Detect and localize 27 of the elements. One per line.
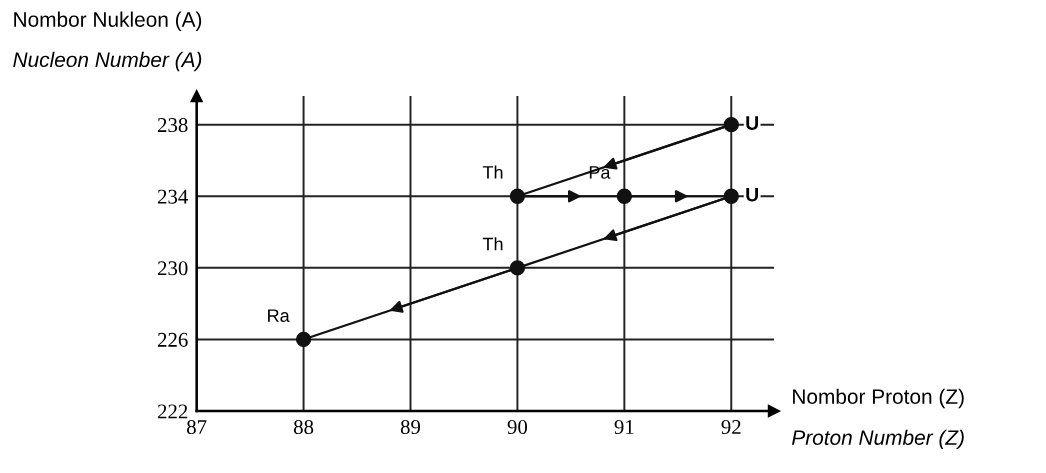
x-axis-title: Nombor Proton (Z)	[793, 388, 964, 409]
annotation: U	[746, 187, 759, 202]
text: Proton Number (Z)	[792, 429, 964, 450]
x-tick-label: 89	[400, 419, 421, 435]
point	[723, 188, 739, 204]
y-tick-label: 230	[157, 261, 188, 276]
point	[295, 331, 312, 348]
y-tick-label: 238	[157, 118, 188, 133]
annotation: Ra	[268, 309, 290, 322]
y-axis-title: Nombor Nukleon (A)	[14, 11, 202, 31]
annotation: Th	[482, 165, 503, 179]
annotation: U	[746, 116, 759, 130]
x-tick-label: 87	[187, 419, 207, 435]
y-tick-label: 222	[157, 404, 188, 419]
point	[509, 188, 526, 204]
x-tick-label: 91	[614, 420, 634, 435]
x-tick-label: 92	[721, 420, 741, 435]
y-tick-label: 226	[157, 332, 188, 347]
text: Nucleon Number (A)	[13, 51, 202, 72]
x-tick-label: 88	[293, 419, 314, 435]
annotation: Th	[482, 237, 503, 251]
annotation: Pa	[589, 166, 611, 179]
point	[616, 188, 632, 204]
y-tick-label: 234	[157, 189, 188, 204]
point	[723, 117, 739, 133]
point	[509, 260, 526, 276]
x-tick-label: 90	[507, 419, 528, 435]
